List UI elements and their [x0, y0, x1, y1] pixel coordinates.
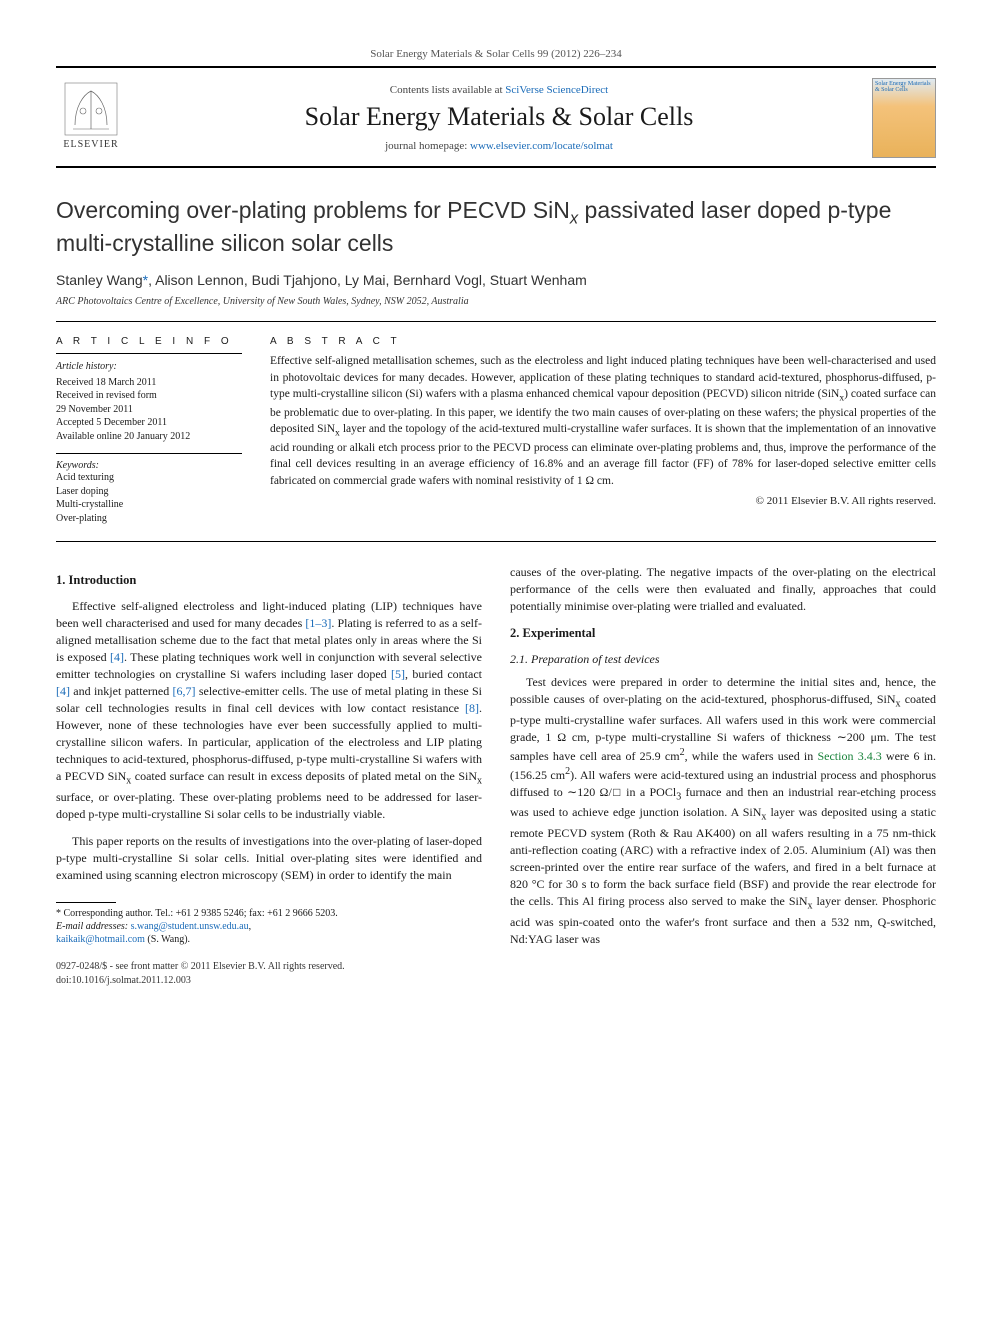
body-paragraph: causes of the over-plating. The negative…	[510, 564, 936, 615]
keyword: Multi-crystalline	[56, 498, 242, 512]
author-list: Stanley Wang*, Alison Lennon, Budi Tjahj…	[56, 272, 936, 288]
affiliation: ARC Photovoltaics Centre of Excellence, …	[56, 296, 936, 307]
homepage-prefix: journal homepage:	[385, 140, 470, 152]
left-column: 1. Introduction Effective self-aligned e…	[56, 564, 482, 988]
publisher-brand-text: ELSEVIER	[63, 139, 118, 150]
right-column: causes of the over-plating. The negative…	[510, 564, 936, 988]
section-heading-experimental: 2. Experimental	[510, 625, 936, 643]
keywords-heading: Keywords:	[56, 453, 242, 471]
article-info-heading: A R T I C L E I N F O	[56, 336, 242, 347]
keyword: Acid texturing	[56, 471, 242, 485]
abstract-heading: A B S T R A C T	[270, 336, 936, 347]
article-title: Overcoming over-plating problems for PEC…	[56, 196, 936, 258]
journal-header: ELSEVIER Contents lists available at Sci…	[56, 66, 936, 168]
article-info-column: A R T I C L E I N F O Article history: R…	[56, 336, 242, 525]
keyword: Over-plating	[56, 512, 242, 526]
journal-cover-thumbnail: Solar Energy Materials & Solar Cells	[872, 78, 936, 158]
cover-caption: Solar Energy Materials & Solar Cells	[875, 81, 933, 93]
keyword: Laser doping	[56, 485, 242, 499]
body-paragraph: Effective self-aligned electroless and l…	[56, 598, 482, 823]
journal-homepage-link[interactable]: www.elsevier.com/locate/solmat	[470, 140, 613, 152]
doi-line: doi:10.1016/j.solmat.2011.12.003	[56, 974, 345, 988]
front-matter-line: 0927-0248/$ - see front matter © 2011 El…	[56, 960, 345, 974]
subsection-heading: 2.1. Preparation of test devices	[510, 651, 936, 668]
history-line: Received in revised form	[56, 389, 242, 403]
abstract-column: A B S T R A C T Effective self-aligned m…	[270, 336, 936, 525]
body-columns: 1. Introduction Effective self-aligned e…	[56, 564, 936, 988]
body-paragraph: This paper reports on the results of inv…	[56, 833, 482, 884]
corresponding-author-note: * Corresponding author. Tel.: +61 2 9385…	[56, 907, 482, 920]
journal-name: Solar Energy Materials & Solar Cells	[140, 102, 858, 132]
journal-homepage-line: journal homepage: www.elsevier.com/locat…	[140, 140, 858, 152]
footnote-rule	[56, 902, 116, 903]
history-line: 29 November 2011	[56, 403, 242, 417]
contents-prefix: Contents lists available at	[390, 84, 505, 96]
section-heading-intro: 1. Introduction	[56, 572, 482, 590]
elsevier-logo: ELSEVIER	[56, 81, 126, 155]
history-line: Available online 20 January 2012	[56, 430, 242, 444]
abstract-text: Effective self-aligned metallisation sch…	[270, 353, 936, 489]
email-tail: (S. Wang).	[145, 934, 190, 945]
abstract-copyright: © 2011 Elsevier B.V. All rights reserved…	[270, 495, 936, 507]
sciencedirect-link[interactable]: SciVerse ScienceDirect	[505, 84, 608, 96]
author-email-link[interactable]: kaikaik@hotmail.com	[56, 934, 145, 945]
author-email-link[interactable]: s.wang@student.unsw.edu.au	[131, 921, 249, 932]
contents-lists-line: Contents lists available at SciVerse Sci…	[140, 84, 858, 96]
footnotes: * Corresponding author. Tel.: +61 2 9385…	[56, 907, 482, 946]
article-history-heading: Article history:	[56, 360, 242, 374]
history-line: Accepted 5 December 2011	[56, 416, 242, 430]
email-label: E-mail addresses:	[56, 921, 128, 932]
history-line: Received 18 March 2011	[56, 376, 242, 390]
running-head: Solar Energy Materials & Solar Cells 99 …	[56, 48, 936, 66]
body-paragraph: Test devices were prepared in order to d…	[510, 674, 936, 948]
